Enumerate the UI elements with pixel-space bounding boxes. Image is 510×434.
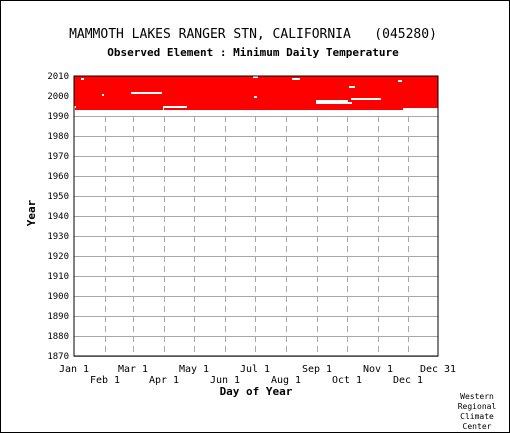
y-tick-label: 1970 — [47, 152, 69, 162]
missing-data-segment — [74, 106, 76, 108]
chart-subtitle: Observed Element : Minimum Daily Tempera… — [107, 46, 399, 59]
missing-data-segment — [253, 76, 258, 78]
data-layer — [74, 76, 438, 112]
missing-data-segment — [349, 86, 355, 88]
y-tick-label: 1960 — [47, 172, 69, 182]
missing-data-segment — [131, 92, 162, 94]
y-tick-label: 2000 — [47, 92, 69, 102]
y-tick-labels: 1870 1880 1890 1900 1910 1920 1930 1940 1950 1960… — [47, 72, 69, 362]
y-tick-label: 1930 — [47, 232, 69, 242]
missing-data-segment — [254, 96, 257, 98]
x-tick-label: May 1 — [179, 364, 209, 375]
y-tick-label: 1910 — [47, 272, 69, 282]
y-tick-label: 2010 — [47, 72, 69, 82]
y-tick-label: 1940 — [47, 212, 69, 222]
x-tick-label: Sep 1 — [302, 364, 332, 375]
missing-data-segment — [316, 100, 348, 102]
y-tick-label: 1890 — [47, 312, 69, 322]
y-tick-label: 1900 — [47, 292, 69, 302]
credit-line-2: Regional — [458, 402, 497, 411]
credit-line-3: Climate — [460, 412, 494, 421]
x-tick-label: Jul 1 — [240, 364, 270, 375]
x-tick-label: Oct 1 — [332, 375, 362, 386]
y-tick-label: 1980 — [47, 132, 69, 142]
missing-data-segment — [81, 78, 84, 80]
missing-data-segment — [316, 102, 352, 104]
missing-data-segment — [163, 108, 164, 110]
x-tick-label: Apr 1 — [149, 375, 179, 386]
y-tick-label: 1870 — [47, 352, 69, 362]
x-axis-label: Day of Year — [220, 385, 293, 398]
x-tick-label: Mar 1 — [118, 364, 148, 375]
credit-block: Western Regional Climate Center — [458, 392, 497, 431]
missing-layer — [74, 76, 439, 112]
y-tick-label: 1920 — [47, 252, 69, 262]
missing-data-segment — [403, 108, 439, 110]
x-tick-label: Jun 1 — [210, 375, 240, 386]
x-tick-label: Dec 1 — [393, 375, 423, 386]
grid-layer — [74, 76, 438, 357]
missing-data-segment — [163, 106, 187, 108]
missing-data-segment — [74, 110, 439, 112]
x-tick-label: Feb 1 — [90, 375, 120, 386]
y-axis-label: Year — [25, 199, 38, 226]
x-tick-labels: Jan 1 Mar 1 May 1 Jul 1 Sep 1 Nov 1 Dec 31 Feb … — [59, 364, 456, 386]
data-coverage-block — [74, 76, 438, 112]
chart-title: MAMMOTH LAKES RANGER STN, CALIFORNIA (04… — [69, 27, 437, 42]
x-tick-label: Aug 1 — [271, 375, 301, 386]
x-tick-label: Dec 31 — [420, 364, 456, 375]
y-tick-label: 1950 — [47, 192, 69, 202]
x-tick-label: Nov 1 — [363, 364, 393, 375]
missing-data-segment — [351, 98, 381, 100]
missing-data-segment — [398, 80, 402, 82]
missing-data-segment — [292, 78, 300, 80]
plot-border — [73, 75, 439, 357]
y-tick-label: 1990 — [47, 112, 69, 122]
credit-line-1: Western — [460, 392, 494, 401]
x-tick-label: Jan 1 — [59, 364, 89, 375]
missing-data-segment — [102, 94, 104, 96]
y-tick-label: 1880 — [47, 332, 69, 342]
credit-line-4: Center — [463, 422, 492, 431]
